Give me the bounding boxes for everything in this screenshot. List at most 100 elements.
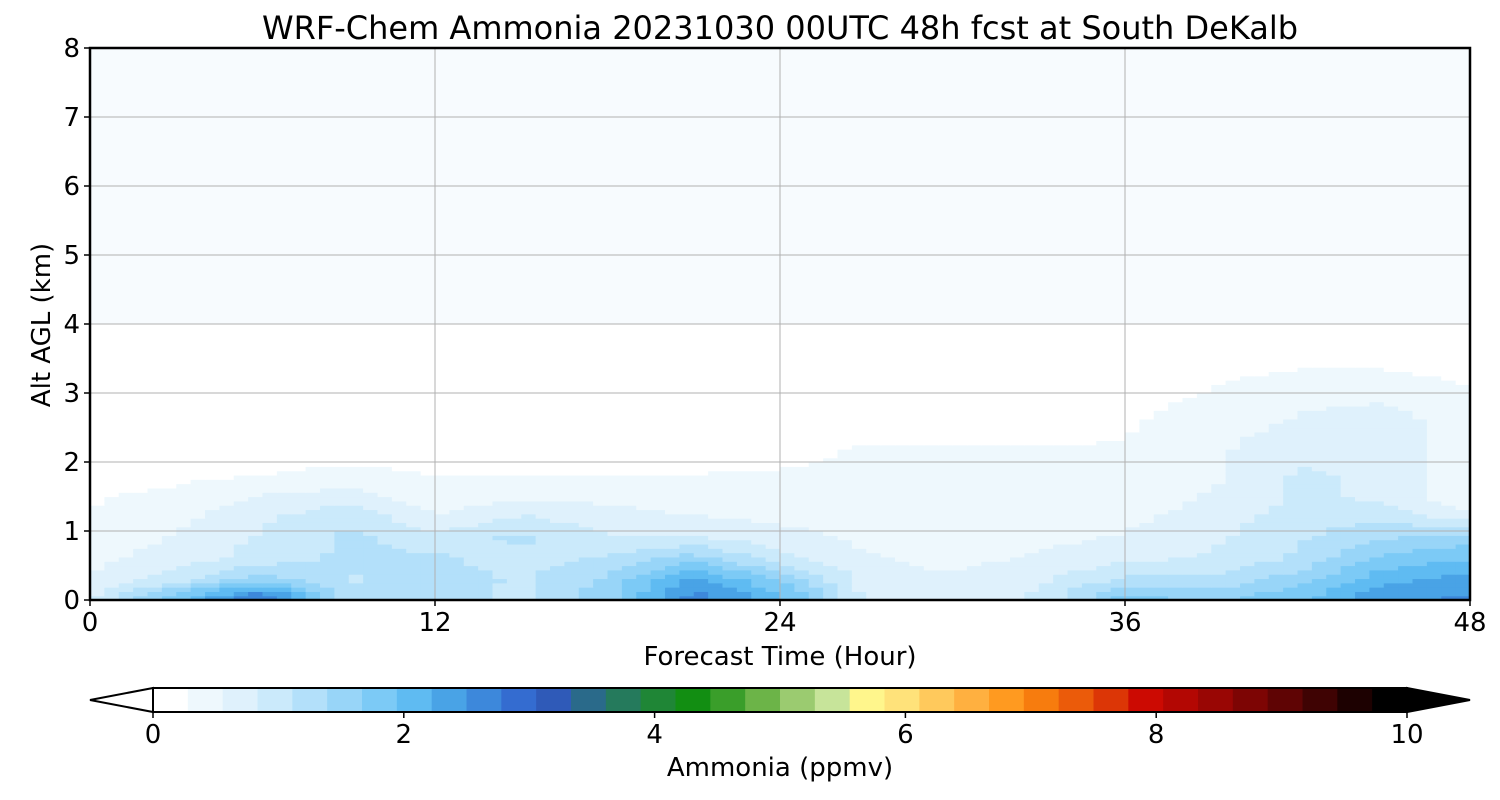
heatmap-cell [1125, 393, 1140, 398]
heatmap-cell [808, 405, 824, 411]
heatmap-cell [377, 539, 393, 545]
heatmap-cell [1182, 449, 1198, 454]
heatmap-cell [679, 427, 695, 433]
heatmap-cell [1455, 457, 1470, 463]
heatmap-cell [320, 543, 335, 549]
heatmap-cell [248, 388, 264, 394]
heatmap-cell [1153, 531, 1169, 536]
heatmap-cell [262, 388, 278, 394]
heatmap-cell [478, 384, 494, 390]
heatmap-cell [966, 418, 982, 424]
heatmap-cell [665, 513, 680, 519]
heatmap-cell [492, 531, 508, 536]
heatmap-cell [104, 479, 120, 485]
heatmap-cell [90, 595, 105, 600]
heatmap-cell [550, 444, 565, 450]
heatmap-cell [966, 574, 982, 580]
heatmap-cell [320, 397, 335, 403]
heatmap-cell [1010, 526, 1025, 532]
heatmap-cell [320, 595, 335, 600]
heatmap-cell [837, 595, 853, 600]
heatmap-cell [118, 574, 134, 580]
heatmap-cell [463, 505, 479, 511]
heatmap-cell [1426, 505, 1442, 511]
heatmap-cell [1455, 565, 1470, 571]
heatmap-cell [952, 444, 968, 450]
heatmap-cell [1326, 543, 1342, 549]
heatmap-cell [1053, 526, 1069, 532]
heatmap-cell [118, 492, 134, 498]
heatmap-cell [736, 444, 752, 450]
heatmap-cell [1182, 418, 1198, 424]
heatmap-cell [506, 552, 522, 558]
heatmap-cell [291, 483, 307, 489]
heatmap-cell [435, 539, 450, 545]
heatmap-cell [1024, 444, 1040, 450]
heatmap-cell [1426, 561, 1442, 567]
heatmap-cell [995, 470, 1011, 476]
heatmap-cell [909, 410, 925, 416]
heatmap-cell [693, 474, 709, 480]
heatmap-cell [276, 375, 292, 381]
heatmap-cell [636, 574, 652, 580]
heatmap-cell [550, 569, 565, 575]
heatmap-cell [1340, 384, 1356, 390]
heatmap-cell [1024, 531, 1040, 536]
heatmap-cell [607, 462, 623, 467]
heatmap-cell [1139, 436, 1155, 442]
heatmap-cell [866, 470, 882, 476]
heatmap-cell [837, 479, 853, 485]
heatmap-cell [952, 405, 968, 411]
heatmap-cell [1240, 595, 1255, 600]
heatmap-cell [1398, 470, 1414, 476]
heatmap-cell [866, 401, 882, 407]
heatmap-cell [133, 371, 149, 377]
heatmap-cell [981, 569, 997, 575]
heatmap-cell [1168, 410, 1184, 416]
heatmap-cell [636, 431, 652, 437]
heatmap-cell [693, 427, 709, 433]
heatmap-cell [1268, 505, 1284, 511]
heatmap-cell [1038, 548, 1054, 554]
heatmap-cell [1053, 449, 1069, 454]
heatmap-cell [794, 470, 810, 476]
heatmap-cell [233, 509, 249, 515]
heatmap-cell [305, 505, 321, 511]
heatmap-cell [1081, 574, 1097, 580]
heatmap-cell [621, 595, 637, 600]
heatmap-cell [1053, 462, 1069, 467]
heatmap-cell [1067, 539, 1083, 545]
heatmap-cell [679, 487, 695, 493]
heatmap-cell [190, 479, 206, 485]
heatmap-cell [406, 531, 422, 536]
heatmap-cell [1081, 410, 1097, 416]
heatmap-cell [1326, 380, 1342, 385]
heatmap-cell [1211, 436, 1227, 442]
heatmap-cell [363, 418, 379, 424]
heatmap-cell [506, 397, 522, 403]
heatmap-cell [1254, 574, 1270, 580]
heatmap-cell [1297, 522, 1313, 528]
heatmap-cell [1053, 574, 1069, 580]
heatmap-cell [909, 548, 925, 554]
heatmap-cell [133, 449, 149, 454]
heatmap-cell [1139, 565, 1155, 571]
heatmap-cell [765, 380, 781, 385]
heatmap-cell [1455, 423, 1470, 429]
heatmap-cell [794, 466, 810, 472]
heatmap-cell [621, 543, 637, 549]
heatmap-cell [161, 582, 177, 588]
heatmap-cell [679, 595, 695, 600]
heatmap-cell [550, 410, 565, 416]
heatmap-cell [1153, 595, 1169, 600]
heatmap-cell [176, 496, 192, 502]
heatmap-cell [118, 414, 134, 420]
heatmap-cell [248, 427, 264, 433]
heatmap-cell [1024, 500, 1040, 506]
heatmap-cell [1053, 431, 1069, 437]
heatmap-cell [1211, 457, 1227, 463]
heatmap-cell [205, 380, 220, 385]
heatmap-cell [794, 578, 810, 584]
heatmap-cell [895, 492, 910, 498]
heatmap-cell [262, 569, 278, 575]
